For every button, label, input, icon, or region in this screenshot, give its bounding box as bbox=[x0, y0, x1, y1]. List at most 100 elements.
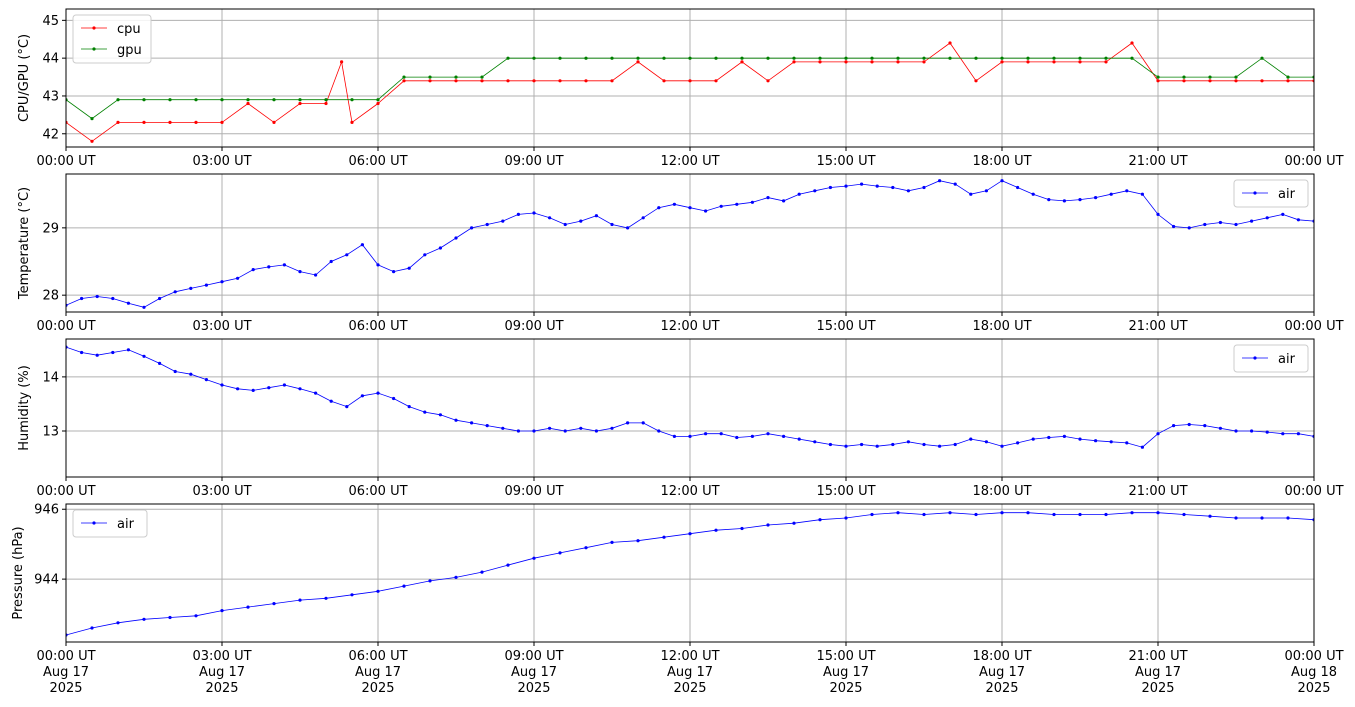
data-point-air bbox=[282, 383, 286, 387]
x-tick-label: 06:00 UT bbox=[348, 154, 407, 169]
data-point-air bbox=[298, 598, 302, 602]
data-point-air bbox=[922, 185, 926, 190]
data-point-air bbox=[1250, 429, 1254, 433]
data-point-gpu bbox=[1208, 75, 1212, 79]
data-point-cpu bbox=[948, 41, 952, 45]
data-point-gpu bbox=[1052, 56, 1056, 60]
data-point-air bbox=[532, 211, 536, 215]
x-tick-label-line: 00:00 UT bbox=[1284, 319, 1343, 334]
x-tick-label: 18:00 UT bbox=[972, 319, 1031, 334]
data-point-air bbox=[688, 434, 692, 438]
data-point-cpu bbox=[610, 79, 614, 83]
y-tick-label: 946 bbox=[34, 503, 59, 518]
data-point-air bbox=[1130, 511, 1134, 515]
data-point-cpu bbox=[506, 79, 510, 83]
data-point-air bbox=[704, 209, 708, 213]
data-point-air bbox=[1078, 437, 1082, 441]
data-point-cpu bbox=[558, 79, 562, 83]
data-point-air bbox=[938, 179, 942, 183]
x-tick-label-line: 00:00 UT bbox=[36, 154, 95, 169]
x-tick-label: 12:00 UT bbox=[660, 154, 719, 169]
data-point-gpu bbox=[922, 56, 926, 60]
data-point-gpu bbox=[948, 56, 952, 60]
data-point-air bbox=[1187, 226, 1191, 230]
x-tick-label-line: 2025 bbox=[1141, 681, 1174, 696]
data-point-air bbox=[1125, 189, 1129, 193]
data-point-air bbox=[173, 290, 177, 294]
data-point-air bbox=[454, 418, 458, 422]
data-point-air bbox=[236, 387, 240, 391]
data-point-air bbox=[360, 394, 364, 398]
data-point-cpu bbox=[246, 101, 250, 106]
x-tick-label-line: 06:00 UT bbox=[348, 649, 407, 664]
data-point-gpu bbox=[818, 56, 822, 60]
series-line-cpu bbox=[66, 42, 1314, 142]
data-point-gpu bbox=[584, 56, 588, 60]
x-tick-label-line: Aug 17 bbox=[355, 665, 401, 680]
x-tick-label-line: 21:00 UT bbox=[1128, 319, 1187, 334]
data-point-air bbox=[672, 434, 677, 438]
x-tick-label-line: 18:00 UT bbox=[972, 649, 1031, 664]
data-point-air bbox=[579, 426, 583, 430]
data-point-air bbox=[563, 429, 567, 433]
data-point-cpu bbox=[818, 60, 822, 64]
data-point-air bbox=[454, 575, 458, 580]
x-tick-label-line: 2025 bbox=[985, 681, 1018, 696]
data-point-air bbox=[1140, 445, 1144, 449]
data-point-air bbox=[672, 202, 677, 206]
data-point-air bbox=[428, 579, 432, 583]
data-point-air bbox=[953, 442, 957, 447]
data-point-air bbox=[376, 391, 380, 395]
data-point-gpu bbox=[480, 75, 484, 79]
x-tick-label-line: 06:00 UT bbox=[348, 154, 407, 169]
data-point-air bbox=[402, 584, 406, 588]
data-point-air bbox=[1234, 429, 1238, 433]
data-point-cpu bbox=[1156, 79, 1160, 83]
data-point-air bbox=[610, 426, 614, 430]
data-point-air bbox=[345, 405, 349, 409]
data-point-air bbox=[485, 424, 489, 428]
x-tick-label-line: 03:00 UT bbox=[192, 319, 251, 334]
legend: air bbox=[1233, 179, 1309, 208]
data-point-air bbox=[1047, 198, 1051, 202]
data-point-cpu bbox=[740, 60, 744, 64]
data-point-air bbox=[360, 243, 364, 247]
data-point-air bbox=[1286, 516, 1290, 520]
data-point-gpu bbox=[662, 56, 666, 60]
data-point-air bbox=[558, 551, 562, 555]
x-tick-label-line: 00:00 UT bbox=[1284, 154, 1343, 169]
x-tick-label: 03:00 UT bbox=[192, 319, 251, 334]
data-point-air bbox=[938, 444, 942, 448]
data-point-air bbox=[984, 189, 989, 193]
x-tick-label-line: 18:00 UT bbox=[972, 319, 1031, 334]
data-point-air bbox=[1172, 224, 1176, 229]
data-point-air bbox=[1000, 511, 1004, 515]
x-tick-label-line: 06:00 UT bbox=[348, 484, 407, 499]
data-point-cpu bbox=[168, 120, 172, 124]
x-tick-label: 00:00 UT bbox=[36, 319, 95, 334]
data-point-air bbox=[797, 437, 801, 441]
data-point-air bbox=[516, 429, 521, 433]
data-point-air bbox=[740, 526, 744, 531]
data-point-air bbox=[438, 413, 442, 417]
x-tick-label-line: 2025 bbox=[49, 681, 82, 696]
data-point-cpu bbox=[454, 79, 458, 83]
subplot-1: 00:00 UT 03:00 UT 06:00 UT 09:00 UT 12:00 UT… bbox=[17, 173, 1344, 334]
data-point-air bbox=[828, 442, 833, 447]
data-point-cpu bbox=[870, 60, 874, 64]
data-point-air bbox=[532, 556, 536, 560]
data-point-air bbox=[1000, 444, 1004, 448]
data-point-cpu bbox=[1286, 79, 1290, 83]
x-tick-label: 09:00 UT bbox=[504, 319, 563, 334]
data-point-air bbox=[142, 617, 146, 621]
x-tick-label-line: Aug 17 bbox=[199, 665, 245, 680]
data-point-gpu bbox=[324, 98, 328, 102]
data-point-air bbox=[610, 540, 614, 545]
x-tick-label-line: 03:00 UT bbox=[192, 484, 251, 499]
data-point-air bbox=[329, 399, 333, 403]
data-point-cpu bbox=[1182, 79, 1186, 83]
x-tick-label-line: Aug 17 bbox=[667, 665, 713, 680]
x-tick-label-line: 00:00 UT bbox=[1284, 649, 1343, 664]
data-point-gpu bbox=[454, 75, 458, 79]
data-point-air bbox=[657, 429, 661, 433]
